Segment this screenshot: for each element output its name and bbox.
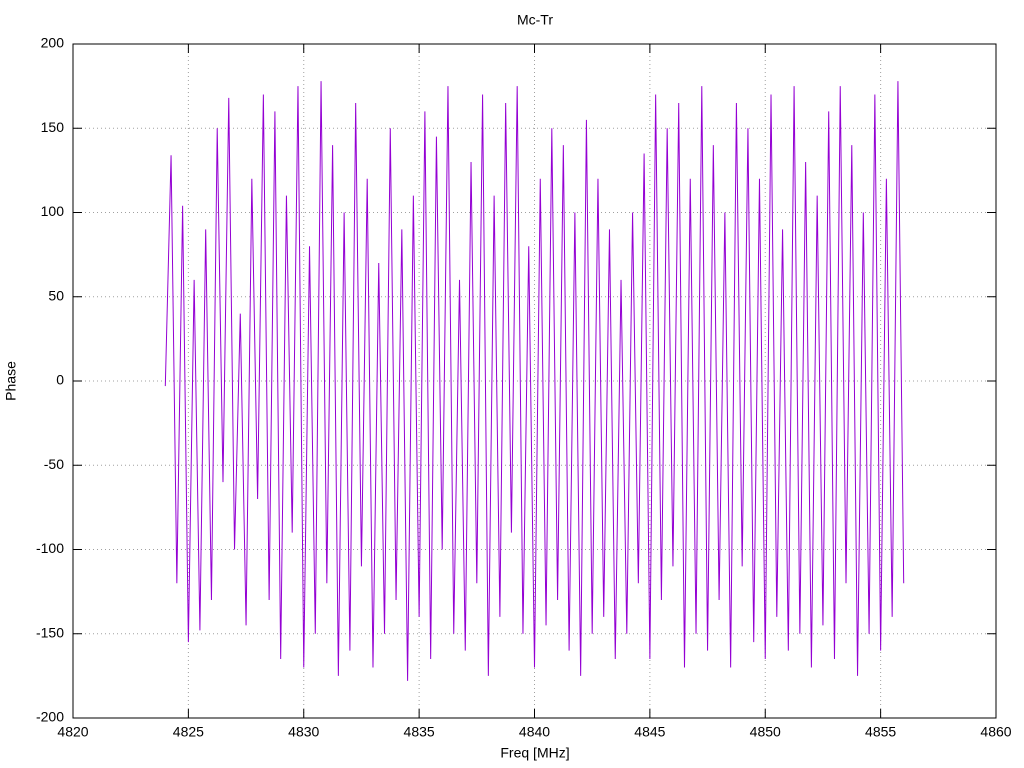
y-tick-label: 50 xyxy=(48,287,64,303)
y-tick-label: -100 xyxy=(36,540,64,556)
x-tick-label: 4860 xyxy=(980,724,1011,740)
x-tick-label: 4845 xyxy=(634,724,665,740)
y-tick-label: 150 xyxy=(41,119,65,135)
y-tick-label: 100 xyxy=(41,203,65,219)
x-tick-label: 4840 xyxy=(519,724,550,740)
y-axis-label: Phase xyxy=(3,361,19,401)
y-tick-label: -150 xyxy=(36,624,64,640)
y-tick-label: -200 xyxy=(36,709,64,725)
y-tick-label: -50 xyxy=(44,456,64,472)
data-line xyxy=(164,81,905,681)
plot-border xyxy=(72,43,997,719)
x-tick-label: 4830 xyxy=(288,724,319,740)
y-tick-label: 0 xyxy=(56,372,64,388)
y-tick-label: 200 xyxy=(41,35,65,51)
x-tick-label: 4855 xyxy=(865,724,896,740)
x-tick-label: 4820 xyxy=(57,724,88,740)
x-axis-label: Freq [MHz] xyxy=(500,745,569,761)
x-tick-label: 4835 xyxy=(404,724,435,740)
chart-title: Mc-Tr xyxy=(517,12,553,28)
x-tick-label: 4850 xyxy=(750,724,781,740)
x-tick-label: 4825 xyxy=(173,724,204,740)
